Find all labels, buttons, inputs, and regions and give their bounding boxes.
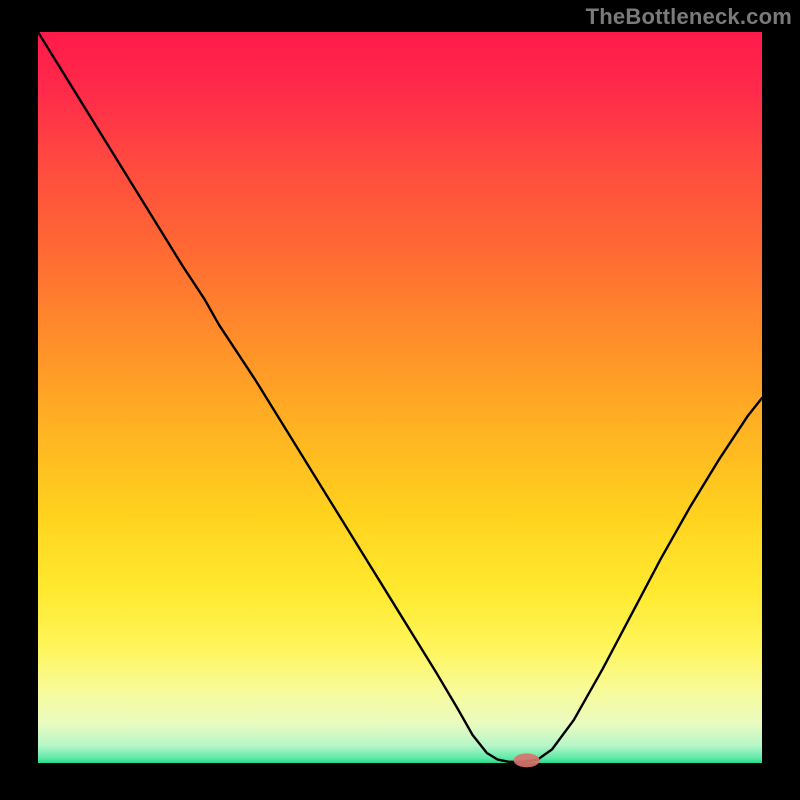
bottleneck-curve-chart [0,0,800,800]
watermark-text: TheBottleneck.com [586,4,792,30]
plot-background-gradient [38,32,762,764]
chart-container: TheBottleneck.com [0,0,800,800]
optimal-marker [514,753,540,767]
